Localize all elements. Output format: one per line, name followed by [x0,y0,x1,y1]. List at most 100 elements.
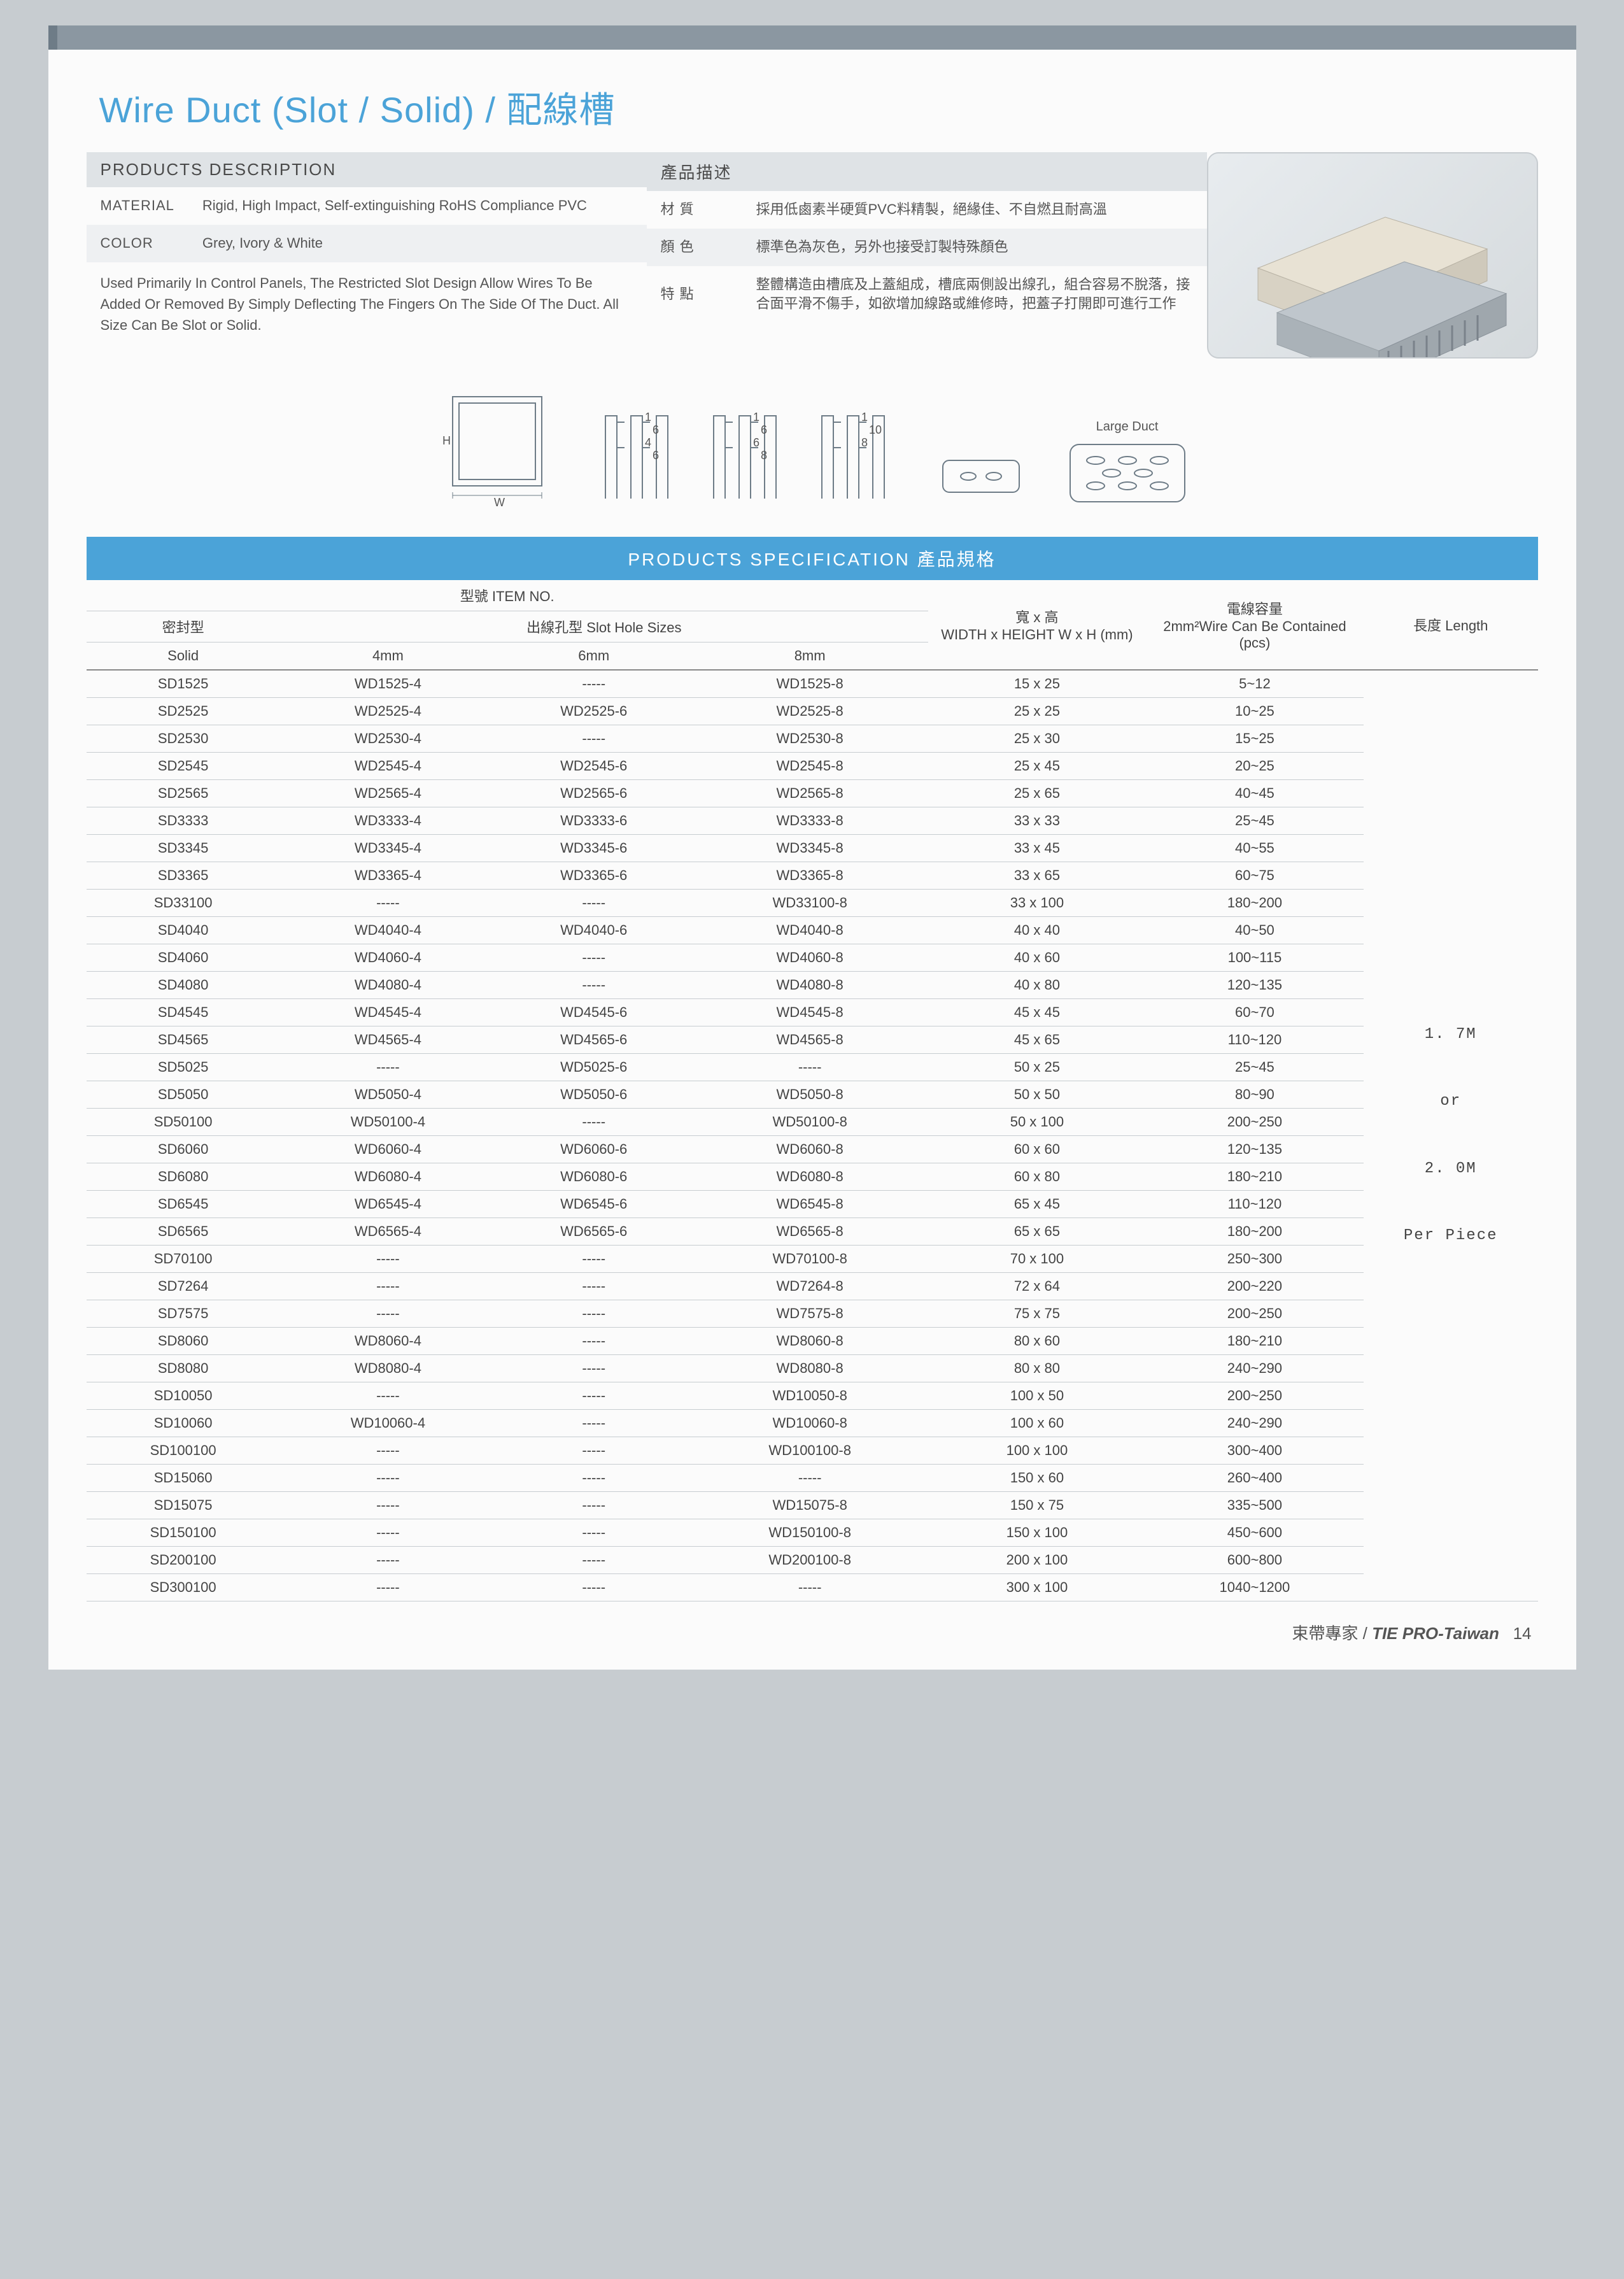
spec-cell: WD100100-8 [691,1437,928,1465]
spec-cell: WD50100-4 [280,1109,496,1136]
small-duct-base-icon [936,435,1026,511]
spec-cell: WD4565-4 [280,1026,496,1054]
svg-text:4: 4 [645,436,651,449]
spec-cell: WD2525-4 [280,698,496,725]
spec-cell: ----- [496,725,691,753]
spec-cell: WD6565-8 [691,1218,928,1246]
spec-cell: WD6080-4 [280,1163,496,1191]
spec-cell: WD10060-8 [691,1410,928,1437]
spec-cell: 60~70 [1146,999,1364,1026]
spec-cell: ----- [496,944,691,972]
spec-cell: ----- [496,1437,691,1465]
spec-cell: 25 x 25 [928,698,1146,725]
spec-cell: WD4080-8 [691,972,928,999]
spec-cell: SD3345 [87,835,280,862]
spec-cell: WD2530-4 [280,725,496,753]
spec-cell: ----- [496,1382,691,1410]
spec-cell: 100 x 100 [928,1437,1146,1465]
table-row: MATERIAL Rigid, High Impact, Self-exting… [87,187,647,225]
spec-cell: 25 x 45 [928,753,1146,780]
spec-cell: ----- [496,1410,691,1437]
spec-cell: 300 x 100 [928,1574,1146,1601]
spec-cell: 60~75 [1146,862,1364,890]
spec-cell: 1040~1200 [1146,1574,1364,1601]
spec-cell: 45 x 65 [928,1026,1146,1054]
material-value-zh: 採用低鹵素半硬質PVC料精製，絕緣佳、不自燃且耐高溫 [742,191,1207,229]
spec-cell: 200~220 [1146,1273,1364,1300]
spec-cell: WD4565-8 [691,1026,928,1054]
col-4mm: 4mm [280,643,496,671]
table-row: SD300100---------------300 x 1001040~120… [87,1574,1538,1601]
color-value: Grey, Ivory & White [188,225,647,262]
spec-cell: WD3333-6 [496,807,691,835]
spec-cell: 150 x 100 [928,1519,1146,1547]
svg-text:6: 6 [653,449,659,462]
spec-cell: WD4545-4 [280,999,496,1026]
spec-cell: WD8060-4 [280,1328,496,1355]
page-footer: 束帶專家 / TIE PRO-Taiwan 14 [87,1601,1538,1644]
table-row: COLOR Grey, Ivory & White [87,225,647,262]
page: Wire Duct (Slot / Solid) / 配線槽 PRODUCTS … [48,25,1576,1670]
spec-cell: ----- [280,1437,496,1465]
wh-header: 寬 x 高 WIDTH x HEIGHT W x H (mm) [928,580,1146,670]
color-value-zh: 標準色為灰色，另外也接受訂製特殊顏色 [742,229,1207,266]
spec-cell: WD2530-8 [691,725,928,753]
spec-cell: 60 x 60 [928,1136,1146,1163]
solid-sub: Solid [87,643,280,671]
slot-header: 出線孔型 Slot Hole Sizes [280,611,928,643]
desc-note-en: Used Primarily In Control Panels, The Re… [87,262,647,346]
spec-cell: ----- [496,1273,691,1300]
spec-cell: 40 x 40 [928,917,1146,944]
cross-section-diagram-icon: H W [434,384,561,511]
table-row: 材 質 採用低鹵素半硬質PVC料精製，絕緣佳、不自燃且耐高溫 [647,191,1207,229]
color-label: COLOR [87,225,188,262]
spec-cell: SD150100 [87,1519,280,1547]
spec-cell: WD1525-4 [280,670,496,698]
spec-cell: SD15075 [87,1492,280,1519]
spec-cell: SD300100 [87,1574,280,1601]
spec-cell: 240~290 [1146,1410,1364,1437]
spec-cell: 200~250 [1146,1300,1364,1328]
desc-col-en: PRODUCTS DESCRIPTION MATERIAL Rigid, Hig… [87,152,647,359]
spec-cell: WD6565-4 [280,1218,496,1246]
spec-cell: ----- [496,1574,691,1601]
spec-cell: 40 x 80 [928,972,1146,999]
desc-header-zh: 產品描述 [647,152,1207,191]
footer-brand: TIE PRO-Taiwan [1372,1624,1499,1643]
spec-cell: SD15060 [87,1465,280,1492]
svg-text:6: 6 [753,436,759,449]
feature-value-zh: 整體構造由槽底及上蓋組成，槽底兩側設出線孔，組合容易不脫落，接合面平滑不傷手，如… [742,266,1207,323]
spec-cell: ----- [280,1273,496,1300]
title-zh: 配線槽 [507,90,616,130]
spec-cell: SD3365 [87,862,280,890]
spec-cell: WD7264-8 [691,1273,928,1300]
spec-cell: 120~135 [1146,972,1364,999]
spec-cell: SD4040 [87,917,280,944]
title-en: Wire Duct (Slot / Solid) [99,90,475,130]
spec-cell: 40~45 [1146,780,1364,807]
item-no-header: 型號 ITEM NO. [87,580,928,611]
spec-cell: WD2565-4 [280,780,496,807]
table-row: SD4080WD4080-4-----WD4080-840 x 80120~13… [87,972,1538,999]
diagrams-row: H W 1 6 4 6 1 6 6 8 1 10 [87,371,1538,537]
spec-cell: ----- [691,1465,928,1492]
spec-cell: WD4545-8 [691,999,928,1026]
spec-cell: WD4060-8 [691,944,928,972]
spec-cell: SD2525 [87,698,280,725]
spec-cell: 180~210 [1146,1328,1364,1355]
spec-cell: WD5050-4 [280,1081,496,1109]
spec-cell: 200 x 100 [928,1547,1146,1574]
spec-cell: WD2545-4 [280,753,496,780]
spec-cell: WD2545-8 [691,753,928,780]
spec-cell: WD5025-6 [496,1054,691,1081]
spec-cell: SD2545 [87,753,280,780]
spec-cell: ----- [496,1547,691,1574]
spec-cell: WD150100-8 [691,1519,928,1547]
svg-text:1: 1 [861,411,868,423]
spec-cell: SD7575 [87,1300,280,1328]
table-row: SD6080WD6080-4WD6080-6WD6080-860 x 80180… [87,1163,1538,1191]
spec-cell: ----- [280,1054,496,1081]
spec-cell: 600~800 [1146,1547,1364,1574]
spec-table: 型號 ITEM NO. 寬 x 高 WIDTH x HEIGHT W x H (… [87,580,1538,1601]
spec-cell: ----- [280,1300,496,1328]
